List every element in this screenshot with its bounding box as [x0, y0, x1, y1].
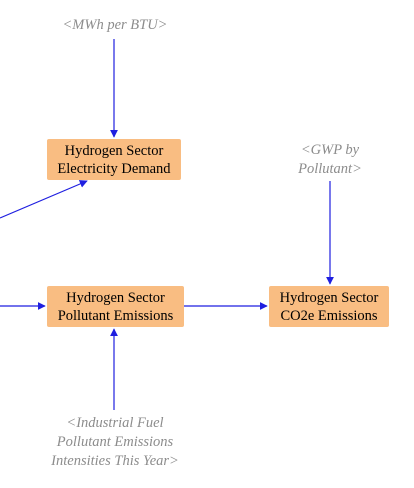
- node-label-line: CO2e Emissions: [280, 307, 378, 324]
- shadow-label-line: Intensities This Year>: [51, 453, 179, 469]
- node-label-line: Electricity Demand: [57, 160, 171, 177]
- shadow-label-line: <MWh per BTU>: [62, 17, 168, 33]
- shadow-label-line: Pollutant Emissions: [56, 434, 174, 450]
- shadow-label-line: Pollutant>: [298, 161, 362, 177]
- shadow-variable-gwp-by-pollutant: <GWP by Pollutant>: [275, 141, 385, 179]
- node-hydrogen-sector-co2e-emissions[interactable]: Hydrogen Sector CO2e Emissions: [269, 286, 389, 327]
- node-hydrogen-sector-pollutant-emissions[interactable]: Hydrogen Sector Pollutant Emissions: [47, 286, 184, 327]
- shadow-label-line: <Industrial Fuel: [66, 415, 164, 431]
- node-hydrogen-sector-electricity-demand[interactable]: Hydrogen Sector Electricity Demand: [47, 139, 181, 180]
- node-label-line: Hydrogen Sector: [64, 142, 164, 159]
- shadow-variable-industrial-fuel-intensities: <Industrial Fuel Pollutant Emissions Int…: [20, 414, 210, 471]
- arrow-incoming-to-electricity-demand: [0, 180, 88, 219]
- shadow-variable-mwh-per-btu: <MWh per BTU>: [40, 16, 190, 35]
- shadow-label-line: <GWP by: [300, 142, 360, 158]
- node-label-line: Hydrogen Sector: [279, 289, 379, 306]
- node-label-line: Hydrogen Sector: [66, 289, 165, 306]
- node-label-line: Pollutant Emissions: [57, 307, 174, 324]
